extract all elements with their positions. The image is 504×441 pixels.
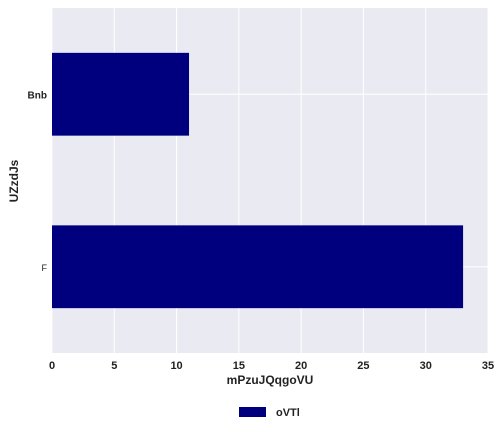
y-axis-title: UZzdJs [7, 159, 21, 202]
x-axis-title: mPzuJQqgoVU [227, 373, 314, 387]
y-category-labels: Bnb F [28, 90, 48, 273]
x-tick-label: 25 [357, 360, 369, 372]
x-tick-label: 20 [295, 360, 307, 372]
legend-label: oVTl [276, 407, 300, 419]
legend-swatch [239, 407, 266, 417]
bar-bnb [52, 52, 190, 136]
bars [52, 52, 464, 309]
x-tick-labels: 0 5 10 15 20 25 30 35 [49, 360, 494, 372]
x-tick-label: 30 [420, 360, 432, 372]
legend: oVTl [239, 407, 300, 419]
y-category-label: F [42, 263, 48, 273]
x-tick-label: 10 [170, 360, 182, 372]
x-tick-label: 15 [233, 360, 245, 372]
x-tick-label: 5 [111, 360, 117, 372]
bar-f [52, 225, 464, 309]
x-tick-label: 0 [49, 360, 55, 372]
x-tick-label: 35 [482, 360, 494, 372]
y-category-label: Bnb [28, 90, 47, 101]
